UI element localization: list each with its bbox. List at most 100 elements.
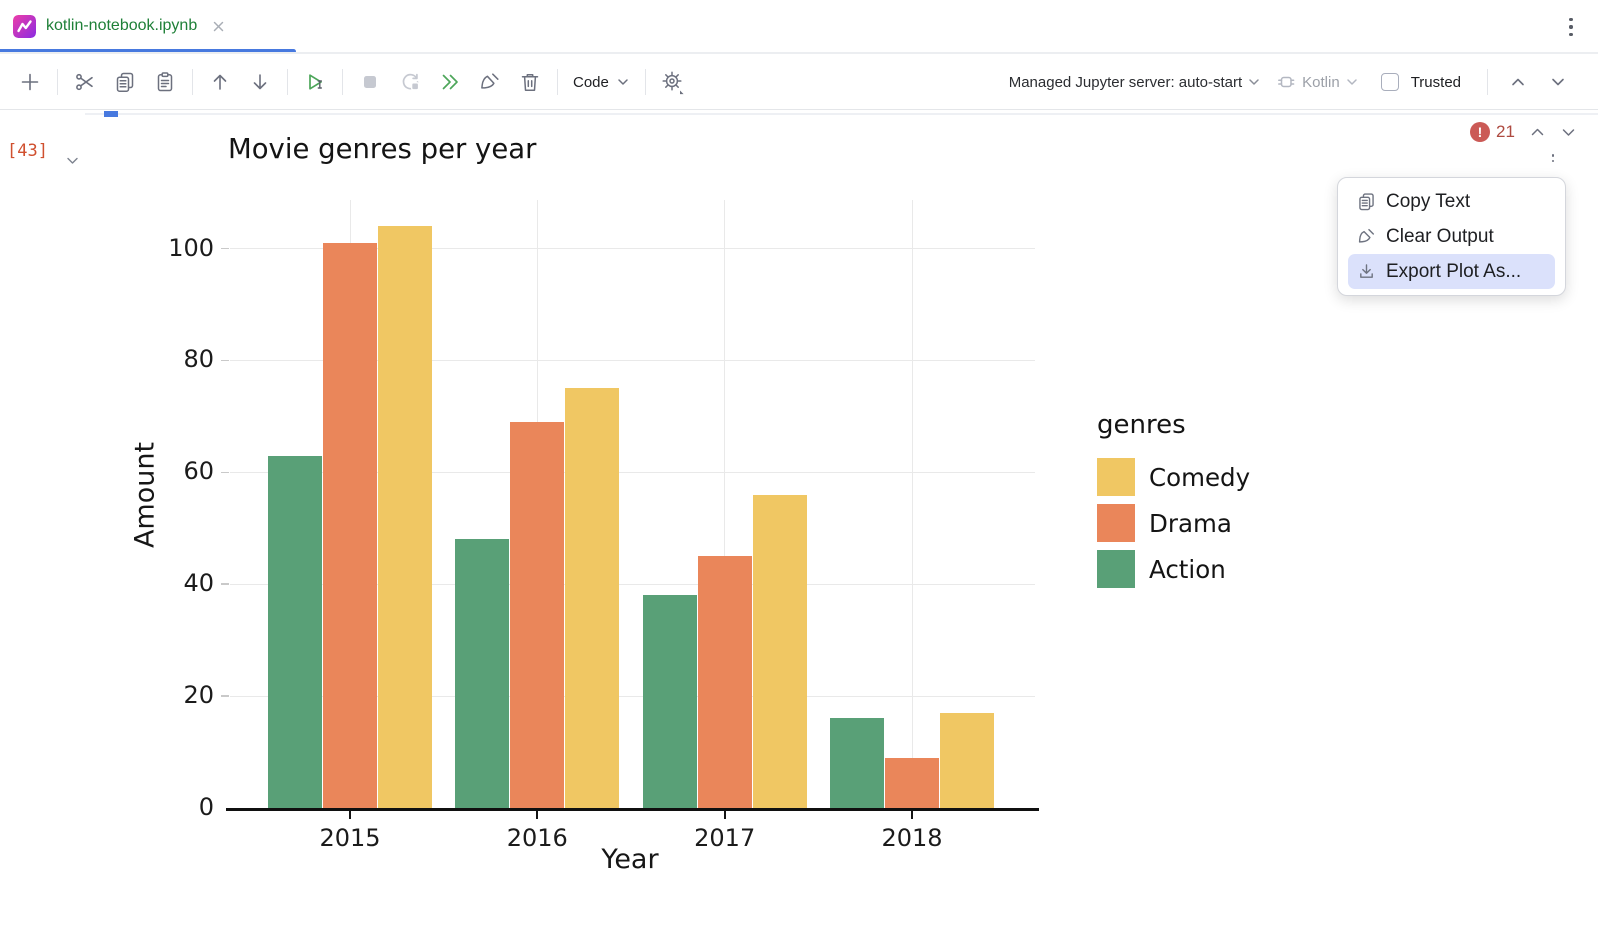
selected-cell-indicator xyxy=(104,111,118,117)
error-badge-icon[interactable]: ! xyxy=(1470,122,1490,142)
bar-action-2016 xyxy=(455,539,510,808)
error-count: 21 xyxy=(1496,122,1515,141)
menu-item-copy-text[interactable]: Copy Text xyxy=(1348,184,1555,219)
tab-title: kotlin-notebook.ipynb xyxy=(46,17,198,34)
bar-comedy-2015 xyxy=(378,226,432,808)
menu-item-label: Export Plot As... xyxy=(1386,260,1522,282)
broom-icon xyxy=(481,73,499,89)
previous-cell-button[interactable] xyxy=(1503,67,1533,97)
broom-icon xyxy=(1356,226,1377,247)
kernel-selector[interactable]: Kotlin xyxy=(1275,71,1359,93)
notebook-settings-button[interactable] xyxy=(658,67,688,97)
x-tick-label: 2015 xyxy=(319,824,381,852)
paste-cell-button[interactable] xyxy=(150,67,180,97)
next-cell-button[interactable] xyxy=(1543,67,1573,97)
move-cell-down-button[interactable] xyxy=(245,67,275,97)
copy-cell-button[interactable] xyxy=(110,67,140,97)
jupyter-server-selector[interactable]: Managed Jupyter server: auto-start xyxy=(1009,74,1261,91)
trusted-toggle: Trusted xyxy=(1380,73,1461,91)
run-cell-button[interactable] xyxy=(300,67,330,97)
chart-title: Movie genres per year xyxy=(228,133,537,165)
legend-label: Comedy xyxy=(1149,462,1251,492)
scissors-icon xyxy=(76,73,93,91)
x-axis-line xyxy=(226,808,1039,811)
x-tick-mark xyxy=(349,810,351,819)
legend-item-comedy: Comedy xyxy=(1097,458,1250,496)
tab-close-icon[interactable] xyxy=(211,19,226,34)
x-gridline xyxy=(724,200,726,808)
toolbar-divider xyxy=(192,69,193,95)
chevron-down-icon xyxy=(1249,79,1259,85)
y-gridline xyxy=(230,695,1035,697)
previous-error-button[interactable] xyxy=(1529,124,1546,141)
output-context-menu: Copy Text Clear Output Export Plot As... xyxy=(1337,177,1566,296)
bar-drama-2018 xyxy=(885,757,939,808)
run-all-cells-button[interactable] xyxy=(435,67,465,97)
download-icon xyxy=(1356,261,1377,282)
legend-swatch xyxy=(1097,504,1135,542)
notebook-toolbar: Code Managed Jupyter server: auto-start xyxy=(0,55,1598,110)
restart-kernel-button[interactable] xyxy=(395,67,425,97)
x-axis-label: Year xyxy=(601,844,659,875)
trusted-label: Trusted xyxy=(1410,73,1461,91)
legend-item-action: Action xyxy=(1097,550,1250,588)
y-tick-label: 20 xyxy=(183,681,214,710)
restart-icon xyxy=(402,73,420,91)
y-gridline xyxy=(230,583,1035,585)
delete-cell-button[interactable] xyxy=(515,67,545,97)
x-tick-label: 2016 xyxy=(506,824,568,852)
collapse-output-icon[interactable] xyxy=(64,152,81,169)
bar-action-2018 xyxy=(830,718,884,808)
next-error-button[interactable] xyxy=(1560,124,1577,141)
x-tick-label: 2017 xyxy=(694,824,756,852)
chevron-down-icon xyxy=(1552,78,1564,86)
bar-comedy-2018 xyxy=(940,712,994,808)
selected-tab-underline xyxy=(0,49,296,54)
legend-title: genres xyxy=(1097,410,1186,440)
bar-comedy-2017 xyxy=(752,494,807,808)
trusted-checkbox[interactable] xyxy=(1380,73,1399,91)
menu-item-label: Copy Text xyxy=(1386,190,1471,212)
run-all-icon xyxy=(442,74,458,90)
toolbar-divider xyxy=(557,69,558,95)
output-more-options-icon[interactable] xyxy=(1549,148,1557,168)
notebook-icon xyxy=(13,14,36,38)
cut-cell-button[interactable] xyxy=(70,67,100,97)
bar-action-2015 xyxy=(268,455,322,808)
y-tick-label: 0 xyxy=(198,793,214,821)
y-tick-label: 100 xyxy=(168,233,214,262)
y-tick-mark xyxy=(221,247,229,250)
chevron-down-icon xyxy=(1562,128,1575,136)
trash-icon xyxy=(521,74,539,91)
arrow-down-icon xyxy=(253,74,267,90)
legend-label: Action xyxy=(1149,554,1226,584)
cell-type-label: Code xyxy=(573,73,609,91)
y-tick-mark xyxy=(221,359,229,362)
interpreter-plug-icon xyxy=(1278,76,1295,88)
y-tick-mark xyxy=(221,471,229,474)
bar-drama-2016 xyxy=(510,421,565,808)
window-more-options-icon[interactable] xyxy=(1562,13,1580,41)
menu-item-export-plot-as[interactable]: Export Plot As... xyxy=(1348,254,1555,289)
tab-kotlin-notebook[interactable]: kotlin-notebook.ipynb xyxy=(0,0,296,52)
cell-type-dropdown[interactable]: Code xyxy=(573,74,630,91)
y-tick-mark xyxy=(221,695,229,697)
add-cell-button[interactable] xyxy=(15,67,45,97)
clear-outputs-button[interactable] xyxy=(475,67,505,97)
menu-item-clear-output[interactable]: Clear Output xyxy=(1348,219,1555,254)
menu-item-label: Clear Output xyxy=(1386,225,1494,247)
x-tick-mark xyxy=(536,810,539,819)
chevron-down-icon xyxy=(618,79,628,85)
copy-icon xyxy=(116,72,134,92)
y-gridline xyxy=(230,248,1035,249)
toolbar-divider xyxy=(342,69,343,95)
y-tick-label: 80 xyxy=(183,345,214,374)
y-tick-label: 60 xyxy=(183,457,214,486)
stop-kernel-button[interactable] xyxy=(355,67,385,97)
move-cell-up-button[interactable] xyxy=(205,67,235,97)
jupyter-server-label: Managed Jupyter server: auto-start xyxy=(1008,73,1243,91)
run-icon xyxy=(309,74,322,90)
legend-label: Drama xyxy=(1149,508,1232,538)
toolbar-divider xyxy=(1487,69,1488,95)
